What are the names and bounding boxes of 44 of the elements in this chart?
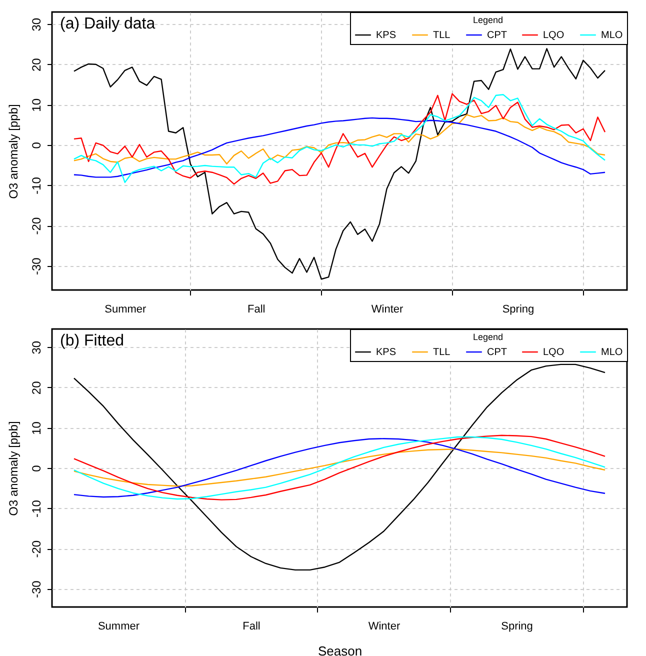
legend-label: LQO bbox=[543, 347, 564, 358]
y-tick-label: -10 bbox=[30, 500, 44, 518]
legend-title: Legend bbox=[472, 332, 504, 342]
x-tick-label: Fall bbox=[242, 620, 260, 632]
y-axis-title: O3 anomaly [ppb] bbox=[6, 421, 20, 516]
x-tick-label: Fall bbox=[247, 304, 266, 316]
legend-label: KPS bbox=[376, 30, 396, 41]
y-tick-label: 10 bbox=[30, 98, 44, 112]
line-series bbox=[73, 114, 606, 164]
x-tick-label: Winter bbox=[371, 304, 404, 316]
legend-label: TLL bbox=[433, 347, 451, 358]
y-tick-label: 20 bbox=[30, 58, 44, 72]
y-tick-label: 30 bbox=[30, 340, 44, 354]
y-tick-label: 0 bbox=[30, 464, 44, 472]
x-tick-label: Spring bbox=[502, 304, 534, 316]
x-tick-label: Winter bbox=[368, 620, 400, 632]
x-tick-label: Spring bbox=[501, 620, 533, 632]
line-series bbox=[73, 448, 606, 487]
legend-label: MLO bbox=[601, 30, 623, 41]
y-tick-label: 30 bbox=[30, 18, 44, 32]
y-tick-label: 10 bbox=[30, 421, 44, 435]
y-tick-label: -30 bbox=[30, 580, 44, 598]
legend-label: CPT bbox=[487, 30, 507, 41]
legend-label: MLO bbox=[601, 347, 623, 358]
y-tick-label: -30 bbox=[30, 257, 44, 275]
line-series bbox=[73, 117, 606, 178]
chart-title: (b) Fitted bbox=[60, 332, 124, 350]
x-axis-title: Season bbox=[318, 644, 362, 656]
legend-title: Legend bbox=[472, 15, 504, 25]
legend-label: TLL bbox=[433, 30, 451, 41]
y-tick-label: -20 bbox=[30, 540, 44, 558]
chart-title: (a) Daily data bbox=[60, 16, 156, 32]
legend-label: KPS bbox=[376, 347, 396, 358]
x-tick-label: Summer bbox=[98, 620, 140, 632]
y-tick-label: -10 bbox=[30, 176, 44, 194]
legend-label: CPT bbox=[487, 347, 507, 358]
legend-label: LQO bbox=[543, 30, 564, 41]
y-axis-title: O3 anomaly [ppb] bbox=[6, 104, 20, 199]
line-series bbox=[73, 48, 606, 280]
y-tick-label: 0 bbox=[30, 142, 44, 149]
line-series bbox=[73, 364, 606, 571]
x-tick-label: Summer bbox=[104, 304, 147, 316]
y-tick-label: 20 bbox=[30, 380, 44, 395]
y-tick-label: -20 bbox=[30, 217, 44, 235]
